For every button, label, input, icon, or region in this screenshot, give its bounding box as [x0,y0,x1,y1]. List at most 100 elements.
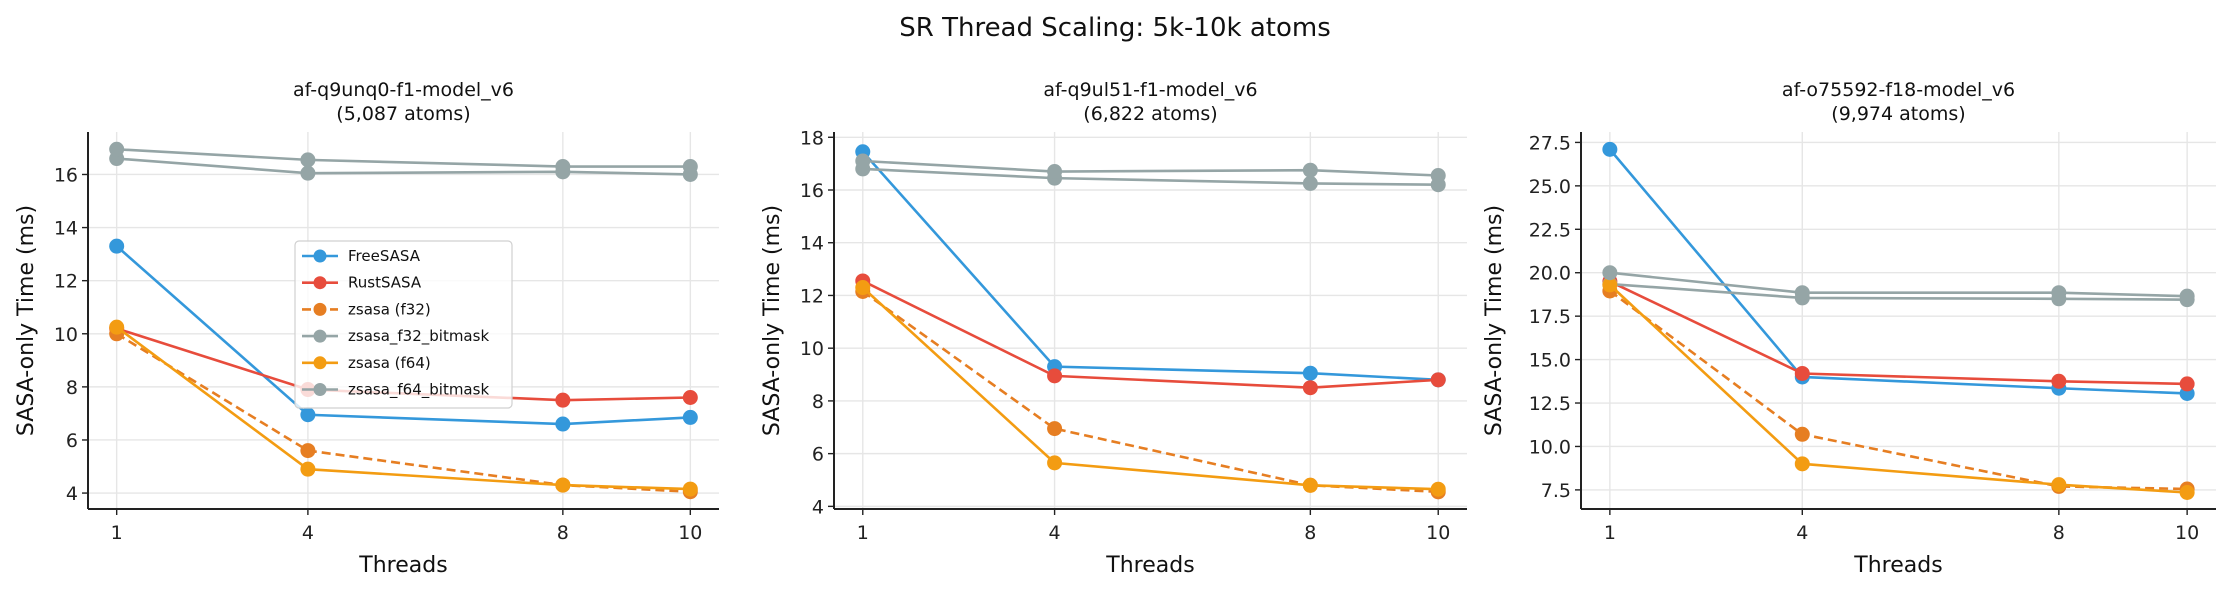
data-point [1047,455,1063,471]
y-tick-label: 10 [800,338,824,360]
data-point [2051,477,2067,493]
y-tick-label: 6 [812,444,824,466]
data-point [300,443,316,459]
series-rustsasa [855,273,1446,396]
x-tick-label: 8 [1304,522,1316,544]
x-tick-label: 1 [857,522,869,544]
y-tick-label: 14 [800,233,824,255]
series-zsasa-f64-bitmask [109,141,698,175]
legend-label: zsasa_f32_bitmask [348,327,489,346]
y-tick-label: 25.0 [1529,176,1571,198]
figure-title: SR Thread Scaling: 5k-10k atoms [899,13,1331,43]
data-point [682,409,698,425]
data-point [1302,162,1318,178]
series-zsasa-f64- [109,319,698,497]
data-point [1047,368,1063,384]
x-axis-label: Threads [358,553,447,578]
data-point [1794,426,1810,442]
data-point [682,481,698,497]
x-tick-label: 1 [1604,522,1616,544]
series-line [116,157,691,176]
legend-item: zsasa (f32) [302,300,431,318]
data-point [2051,285,2067,301]
legend-label: zsasa_f64_bitmask [348,381,489,400]
y-tick-label: 22.5 [1529,219,1571,241]
y-tick-label: 18 [800,127,824,149]
legend-marker [313,356,327,370]
y-tick-label: 8 [812,391,824,413]
data-point [1794,365,1810,381]
data-point [1794,456,1810,472]
series-line [862,279,1439,390]
data-point [682,159,698,175]
y-tick-label: 16 [800,180,824,202]
series-line [861,150,1439,382]
series-zsasa-f64-bitmask [855,153,1446,183]
y-axis-label: SASA-only Time (ms) [14,205,39,436]
series-line [116,332,691,494]
x-tick-label: 10 [2175,522,2199,544]
series-line [862,290,1439,494]
data-point [1602,277,1618,293]
x-tick-label: 8 [557,522,569,544]
subplot-title: af-q9ul51-f1-model_v6 [1043,79,1257,101]
legend-item: zsasa_f64_bitmask [302,381,489,400]
subplot-title: af-q9unq0-f1-model_v6 [293,79,514,101]
data-point [300,165,316,181]
legend-marker [313,383,327,396]
y-axis-label: SASA-only Time (ms) [1482,205,1507,436]
data-point [855,153,871,169]
x-tick-label: 4 [1796,522,1808,544]
y-tick-label: 17.5 [1529,306,1571,328]
y-tick-label: 12 [800,285,824,307]
legend-label: zsasa (f64) [348,354,431,372]
x-tick-label: 8 [2053,522,2065,544]
data-point [682,389,698,405]
subplot-title: af-o75592-f18-model_v6 [1782,79,2015,101]
data-point [2179,288,2195,304]
x-tick-label: 10 [678,522,702,544]
data-point [2051,373,2067,389]
series-line [1609,280,2188,386]
legend-marker [313,249,327,263]
y-tick-label: 10 [54,324,78,346]
data-point [1302,365,1318,381]
y-tick-label: 16 [54,164,78,186]
data-point [300,152,316,168]
y-tick-label: 4 [812,496,824,518]
y-axis-label: SASA-only Time (ms) [760,205,785,436]
y-tick-label: 7.5 [1541,480,1571,502]
series-freesasa [109,238,698,432]
legend-item: zsasa_f32_bitmask [302,327,489,346]
data-point [1302,477,1318,493]
series-line [861,286,1439,491]
x-axis-label: Threads [1853,553,1942,578]
legend-frame [294,240,513,409]
data-point [1430,372,1446,388]
data-point [300,407,316,423]
data-point [1430,168,1446,183]
series-line [1608,283,2188,494]
series-line [1609,271,2188,298]
x-axis-label: Threads [1105,553,1194,578]
data-point [109,141,125,157]
x-tick-label: 1 [111,522,123,544]
subplot-3: 7.5 10.0 12.5 15.0 17.5 20.0 22.5 25.0 27.5 1 4 8 10… [1482,79,2216,578]
series-line [115,245,691,426]
data-point [855,280,871,296]
legend-marker [313,329,327,343]
data-point [1047,421,1063,437]
series-zsasa-f64- [1602,277,2195,500]
legend-label: FreeSASA [348,247,421,265]
data-point [300,461,316,477]
y-tick-label: 12 [54,271,78,293]
data-point [109,238,125,254]
y-tick-label: 20.0 [1529,263,1571,285]
y-tick-label: 4 [66,483,78,505]
data-point [109,319,125,335]
legend: FreeSASA RustSASA zsasa (f32) zsasa_f32_bit… [294,240,513,409]
data-point [555,477,571,493]
